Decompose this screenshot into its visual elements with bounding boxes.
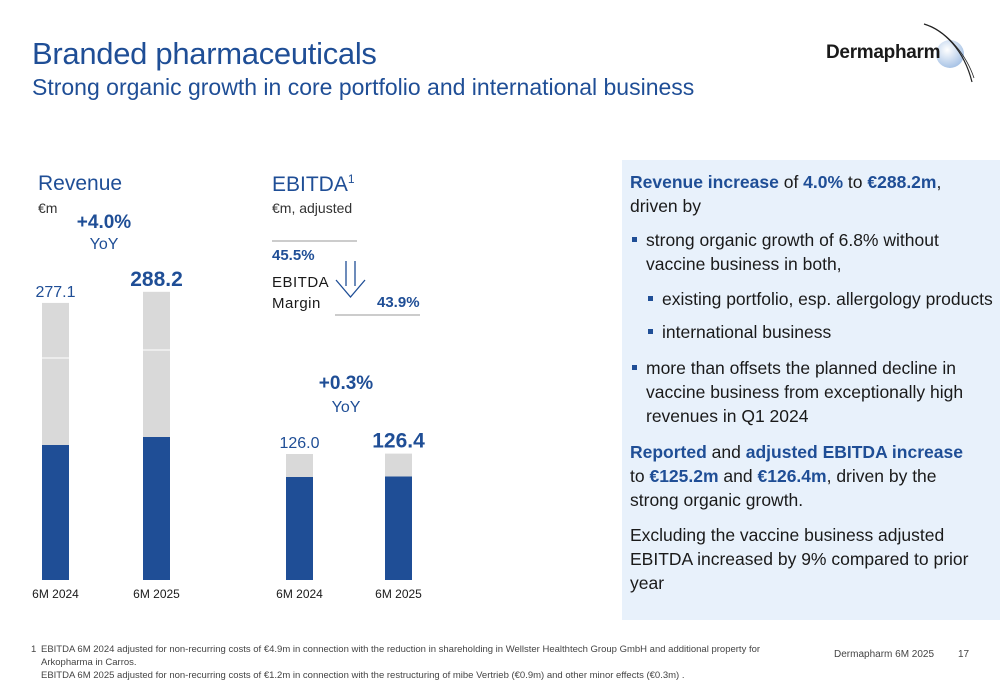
revenue-category-label-0: 6M 2024 xyxy=(32,587,79,601)
ebitda-bar-core-1 xyxy=(385,476,412,580)
ebitda-yoy-label: YoY xyxy=(331,399,361,416)
sub-bullet-international: international business xyxy=(662,322,832,342)
ebitda-summary-text: Reported and adjusted EBITDA increase to… xyxy=(630,442,963,510)
ebitda-total-label-1: 126.4 xyxy=(372,430,425,453)
ebitda-margin-label: EBITDA Margin xyxy=(272,274,330,312)
revenue-bar-core-0 xyxy=(42,445,69,580)
ebitda-chart-title: EBITDA1 xyxy=(272,172,355,196)
margin-down-arrow-icon xyxy=(335,261,366,299)
vaccine-exclusion-text: Excluding the vaccine business adjusted … xyxy=(630,525,969,593)
bullet-organic-growth: strong organic growth of 6.8% without va… xyxy=(646,230,939,274)
revenue-yoy-value: +4.0% xyxy=(76,212,132,233)
sub-bullet-existing-portfolio: existing portfolio, esp. allergology pro… xyxy=(662,289,993,309)
revenue-category-label-1: 6M 2025 xyxy=(133,587,180,601)
revenue-total-label-0: 277.1 xyxy=(35,284,75,301)
revenue-total-label-1: 288.2 xyxy=(130,268,183,291)
sub-bullet-icon xyxy=(648,296,653,301)
bullet-icon xyxy=(632,365,637,370)
page-number: 17 xyxy=(958,649,970,660)
bullet-icon xyxy=(632,237,637,242)
revenue-chart-title: Revenue xyxy=(38,172,123,195)
ebitda-margin-2025: 43.9% xyxy=(377,294,420,311)
revenue-chart-unit: €m xyxy=(38,200,58,216)
summary-panel: Revenue increase of 4.0% to €288.2m, dri… xyxy=(622,160,1000,620)
sub-bullet-icon xyxy=(648,329,653,334)
charts-area: 277.1 6M 2024 288.2 6M 2025 126.0 6M 2024 126… xyxy=(0,150,600,610)
page-title: Branded pharmaceuticals xyxy=(32,36,377,71)
ebitda-yoy-value: +0.3% xyxy=(318,373,374,394)
footer-doc-label: Dermapharm 6M 2025 xyxy=(834,649,935,660)
ebitda-margin-2024: 45.5% xyxy=(272,247,315,264)
revenue-bar-other-1 xyxy=(143,291,170,437)
revenue-bar-core-1 xyxy=(143,437,170,580)
company-logo: Dermapharm xyxy=(826,20,976,90)
ebitda-bar-other-1 xyxy=(385,453,412,477)
revenue-yoy-label: YoY xyxy=(89,236,119,253)
footnote: 1 EBITDA 6M 2024 adjusted for non-recurr… xyxy=(31,644,761,681)
logo-wordmark: Dermapharm xyxy=(826,42,941,63)
ebitda-chart-unit: €m, adjusted xyxy=(272,200,353,216)
bullet-vaccine-offset: more than offsets the planned decline in… xyxy=(646,358,964,426)
revenue-summary-text: Revenue increase of 4.0% to €288.2m, dri… xyxy=(630,172,942,216)
page-subtitle: Strong organic growth in core portfolio … xyxy=(32,74,695,100)
ebitda-category-label-1: 6M 2025 xyxy=(375,587,422,601)
ebitda-bar-other-0 xyxy=(286,454,313,477)
ebitda-bar-core-0 xyxy=(286,477,313,580)
ebitda-total-label-0: 126.0 xyxy=(279,435,319,452)
logo-swoosh-icon xyxy=(923,23,975,83)
bar-charts-svg: 277.1 6M 2024 288.2 6M 2025 126.0 6M 2024 126… xyxy=(32,240,425,601)
ebitda-category-label-0: 6M 2024 xyxy=(276,587,323,601)
revenue-bar-other-0 xyxy=(42,302,69,445)
